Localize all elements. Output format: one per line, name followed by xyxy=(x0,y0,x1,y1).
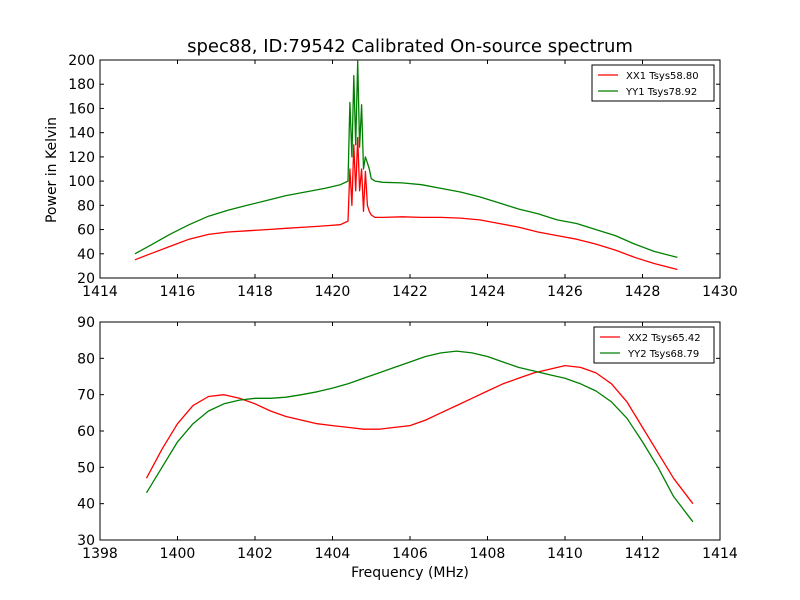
x-tick-label: 1430 xyxy=(702,284,738,300)
y-tick-label: 140 xyxy=(68,126,95,142)
top-spectrum-panel: 1414 1416 1418 1420 1422 1424 1426 1428 1430 20 40… xyxy=(68,53,738,300)
x-tick-label: 1400 xyxy=(160,546,196,562)
x-tick-label: 1424 xyxy=(470,284,506,300)
series-line-1 xyxy=(134,136,678,271)
y-tick-label: 60 xyxy=(77,424,95,440)
x-axis-label: Frequency (MHz) xyxy=(351,565,469,581)
legend: XX1 Tsys58.80 YY1 Tsys78.92 xyxy=(591,64,715,102)
y-axis-label: Power in Kelvin xyxy=(44,117,60,223)
series-line-2 xyxy=(134,60,678,259)
series-line-2 xyxy=(145,350,694,523)
bottom-spectrum-panel: 1398 1400 1402 1404 1406 1408 1410 1412 1414 30 40… xyxy=(77,315,738,562)
x-tick-label: 1410 xyxy=(547,546,583,562)
legend-box xyxy=(593,326,715,364)
legend-box xyxy=(591,64,715,102)
y-tick-label: 80 xyxy=(77,198,95,214)
y-tick-label: 30 xyxy=(77,533,95,549)
legend: XX2 Tsys65.42 YY2 Tsys68.79 xyxy=(593,326,715,364)
y-tick-label: 180 xyxy=(68,77,95,93)
x-tick-label: 1426 xyxy=(547,284,583,300)
chart-title: spec88, ID:79542 Calibrated On-source sp… xyxy=(187,36,633,57)
x-tick-label: 1420 xyxy=(315,284,351,300)
x-tick-label: 1428 xyxy=(625,284,661,300)
series-line-1 xyxy=(145,364,694,505)
legend-label: YY2 Tsys68.79 xyxy=(627,349,699,360)
y-tick-label: 200 xyxy=(68,53,95,69)
y-tick-label: 40 xyxy=(77,247,95,263)
y-tick-label: 160 xyxy=(68,101,95,117)
x-tick-label: 1418 xyxy=(237,284,273,300)
x-tick-label: 1414 xyxy=(702,546,738,562)
x-tick-label: 1412 xyxy=(625,546,661,562)
y-tick-label: 20 xyxy=(77,271,95,287)
x-tick-label: 1408 xyxy=(470,546,506,562)
x-tick-label: 1404 xyxy=(315,546,351,562)
legend-label: YY1 Tsys78.92 xyxy=(625,87,697,98)
y-tick-label: 40 xyxy=(77,497,95,513)
y-tick-label: 100 xyxy=(68,174,95,190)
x-tick-label: 1402 xyxy=(237,546,273,562)
legend-label: XX2 Tsys65.42 xyxy=(628,333,701,344)
y-tick-label: 70 xyxy=(77,388,95,404)
y-tick-label: 90 xyxy=(77,315,95,331)
y-tick-label: 50 xyxy=(77,460,95,476)
x-tick-label: 1422 xyxy=(392,284,428,300)
legend-label: XX1 Tsys58.80 xyxy=(626,71,699,82)
x-tick-label: 1416 xyxy=(160,284,196,300)
y-tick-label: 120 xyxy=(68,150,95,166)
x-tick-label: 1406 xyxy=(392,546,428,562)
y-tick-label: 80 xyxy=(77,351,95,367)
x-tick-label: 1414 xyxy=(82,284,118,300)
x-tick-label: 1398 xyxy=(82,546,118,562)
y-tick-label: 60 xyxy=(77,223,95,239)
